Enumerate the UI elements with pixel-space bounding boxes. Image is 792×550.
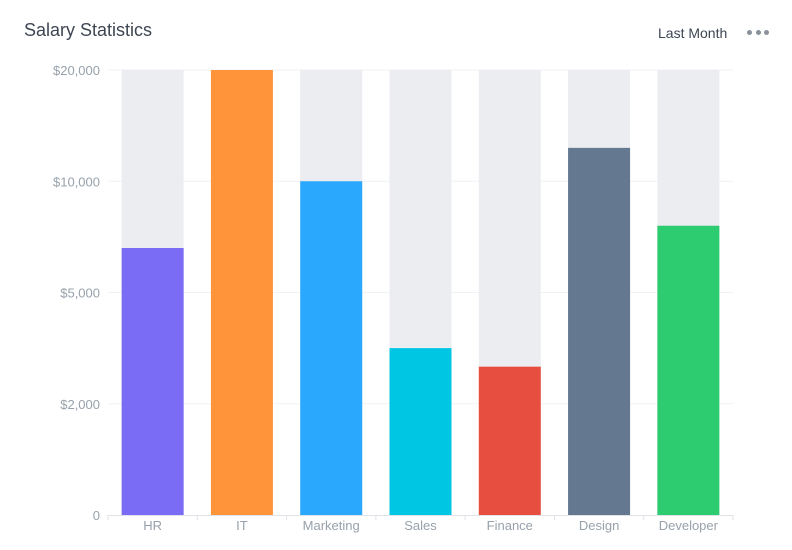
y-axis-ticks: 0 $2,000 $5,000 $10,000 $20,000 — [53, 63, 100, 523]
bar-it[interactable] — [210, 70, 273, 515]
x-tick-label: Design — [579, 518, 619, 533]
y-tick-label: $10,000 — [53, 174, 100, 189]
x-tick-label: Marketing — [303, 518, 360, 533]
x-tick-label: Finance — [487, 518, 533, 533]
x-tick-label: Developer — [659, 518, 719, 533]
bars — [121, 70, 720, 515]
period-selector[interactable]: Last Month — [658, 25, 728, 41]
y-tick-label: $5,000 — [60, 286, 100, 301]
bar-finance[interactable] — [478, 366, 541, 515]
bar-hr[interactable] — [121, 248, 184, 515]
x-tick-label: Sales — [404, 518, 437, 533]
y-tick-label: $20,000 — [53, 63, 100, 78]
x-axis — [107, 515, 734, 520]
bar-marketing[interactable] — [300, 181, 363, 515]
x-tick-label: HR — [143, 518, 162, 533]
chart-title: Salary Statistics — [24, 20, 153, 40]
y-tick-label: $2,000 — [60, 397, 100, 412]
x-axis-labels: HR IT Marketing Sales Finance Design Developer — [143, 518, 718, 533]
y-tick-label: 0 — [93, 508, 100, 523]
x-tick-label: IT — [236, 518, 248, 533]
bar-developer[interactable] — [657, 225, 720, 515]
bar-sales[interactable] — [389, 348, 452, 515]
more-options-icon[interactable] — [747, 28, 769, 36]
bar-design[interactable] — [568, 147, 631, 515]
